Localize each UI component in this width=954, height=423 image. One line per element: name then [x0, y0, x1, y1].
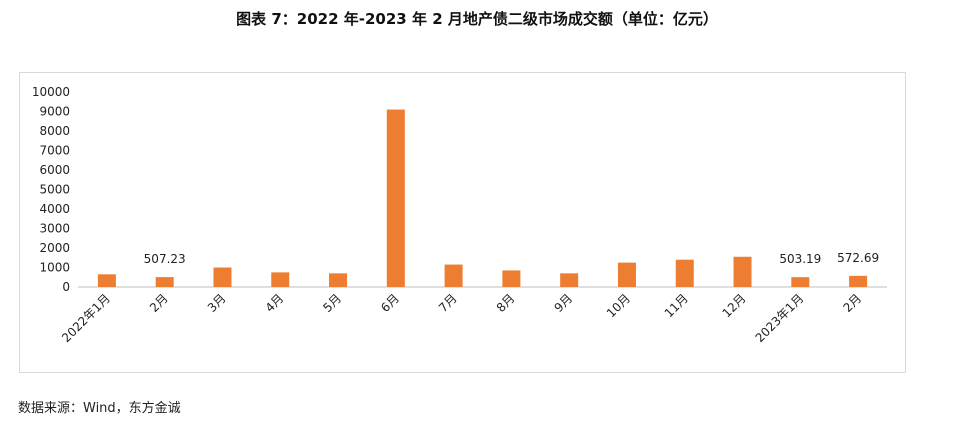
y-tick-label: 3000: [39, 222, 70, 236]
bar: [560, 273, 579, 287]
y-tick-label: 7000: [39, 144, 70, 158]
data-source-note: 数据来源：Wind，东方金诚: [18, 401, 181, 416]
y-tick-label: 4000: [39, 202, 70, 216]
y-tick-label: 5000: [39, 183, 70, 197]
chart-frame: [19, 72, 906, 373]
bar: [675, 259, 694, 287]
x-tick-label: 2月: [147, 291, 171, 315]
data-label: 572.69: [837, 251, 879, 265]
bar: [271, 272, 290, 287]
x-tick-label: 8月: [494, 291, 518, 315]
data-label: 503.19: [779, 252, 821, 266]
x-tick-label: 9月: [552, 291, 576, 315]
y-tick-label: 10000: [32, 85, 70, 99]
x-tick-label: 11月: [662, 291, 691, 320]
bar: [213, 267, 232, 287]
y-tick-label: 6000: [39, 163, 70, 177]
data-label: 507.23: [144, 252, 186, 266]
x-tick-label: 3月: [205, 291, 229, 315]
bar: [791, 277, 810, 287]
x-tick-label: 4月: [263, 291, 287, 315]
bar: [502, 270, 521, 287]
y-tick-label: 2000: [39, 241, 70, 255]
y-tick-label: 9000: [39, 105, 70, 119]
x-tick-label: 2022年1月: [59, 291, 113, 345]
bar: [617, 262, 636, 287]
bar: [155, 277, 174, 287]
y-tick-label: 8000: [39, 124, 70, 138]
x-tick-label: 2月: [840, 291, 864, 315]
x-tick-label: 12月: [719, 291, 748, 320]
y-tick-label: 0: [62, 280, 70, 294]
bar: [386, 109, 405, 287]
bar: [733, 256, 752, 287]
x-tick-label: 5月: [320, 291, 344, 315]
x-tick-label: 7月: [436, 291, 460, 315]
bar: [849, 275, 868, 287]
x-tick-label: 10月: [604, 291, 633, 320]
bar: [444, 264, 463, 287]
bar: [97, 274, 116, 287]
x-tick-label: 6月: [378, 291, 402, 315]
bar: [329, 273, 348, 287]
bar-chart: 0 1000 2000 3000 4000 5000 6000 7000 8000 9000 100…: [32, 85, 887, 345]
chart-title: 图表 7：2022 年-2023 年 2 月地产债二级市场成交额（单位：亿元）: [236, 10, 718, 28]
y-tick-label: 1000: [39, 261, 70, 275]
x-tick-label: 2023年1月: [753, 291, 807, 345]
